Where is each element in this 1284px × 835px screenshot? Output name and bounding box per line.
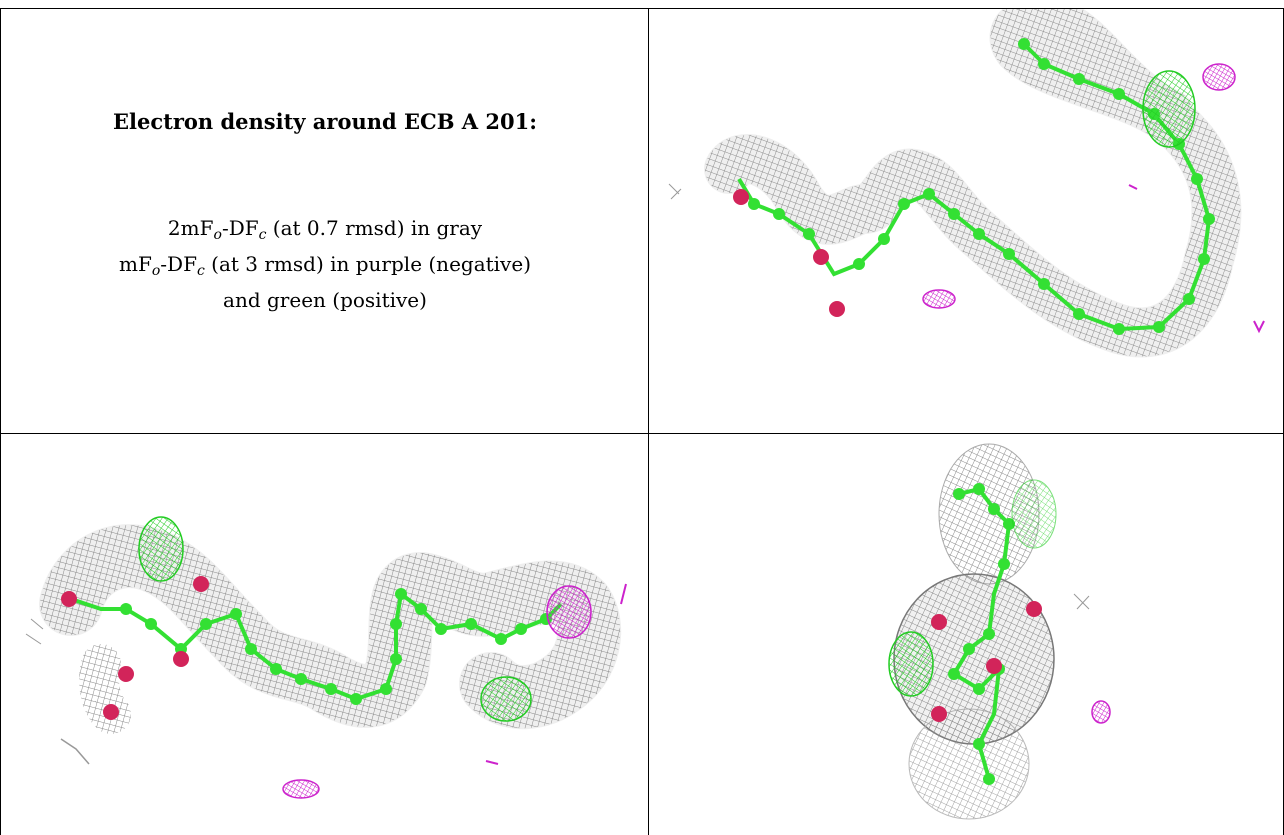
figure-title: Electron density around ECB A 201: xyxy=(113,109,537,134)
divider-vertical xyxy=(648,8,649,835)
gray-density-envelope xyxy=(705,9,1241,357)
legend-line1-prefix: 2mF xyxy=(167,216,214,240)
density-view-bottom-right xyxy=(649,434,1283,835)
legend-text: 2mFo-DFc (at 0.7 rmsd) in gray mFo-DFc (… xyxy=(1,214,648,315)
legend-line2-sub-c: c xyxy=(196,263,205,279)
positive-density-blob-2 xyxy=(480,676,532,722)
positive-density-blob xyxy=(1142,70,1196,148)
density-image-bottom-right xyxy=(888,443,1111,820)
oxygen-atoms xyxy=(931,601,1042,722)
density-view-top-right xyxy=(649,9,1283,433)
legend-line1-sub-c: c xyxy=(258,227,267,243)
border-left xyxy=(0,8,1,835)
negative-density-blob-corner xyxy=(1202,63,1236,91)
legend-line-2mfo: 2mFo-DFc (at 0.7 rmsd) in gray xyxy=(1,214,648,250)
legend-line2-sub-o: o xyxy=(151,263,161,279)
negative-density-blob xyxy=(546,585,592,639)
legend-line1-mid: -DF xyxy=(221,216,259,240)
density-image-bottom-left xyxy=(25,516,627,799)
density-view-bottom-left xyxy=(1,434,648,835)
legend-cell: Electron density around ECB A 201: 2mFo-… xyxy=(1,9,648,433)
negative-density-blob xyxy=(922,289,956,309)
legend-line2-mid: -DF xyxy=(160,252,197,276)
negative-density-blob xyxy=(1091,700,1111,724)
border-top xyxy=(0,8,1284,9)
carbon-atoms xyxy=(748,38,1215,335)
positive-density-blob-2 xyxy=(1011,479,1057,549)
positive-density-blob xyxy=(888,631,934,697)
density-image-top-right xyxy=(668,9,1265,358)
divider-horizontal xyxy=(0,433,1284,434)
legend-line2-suffix: (at 3 rmsd) in purple (negative) xyxy=(204,252,531,276)
oxygen-atoms xyxy=(733,189,845,317)
negative-density-blob-2 xyxy=(282,779,320,799)
legend-line2-prefix: mF xyxy=(119,252,152,276)
oxygen-atoms xyxy=(61,576,209,720)
legend-line-mfo: mFo-DFc (at 3 rmsd) in purple (negative) xyxy=(1,250,648,286)
legend-line1-sub-o: o xyxy=(213,227,222,243)
positive-density-blob xyxy=(138,516,184,582)
carbon-atoms xyxy=(948,483,1015,785)
legend-line-3: and green (positive) xyxy=(223,288,427,312)
legend-line1-suffix: (at 0.7 rmsd) in gray xyxy=(266,216,483,240)
